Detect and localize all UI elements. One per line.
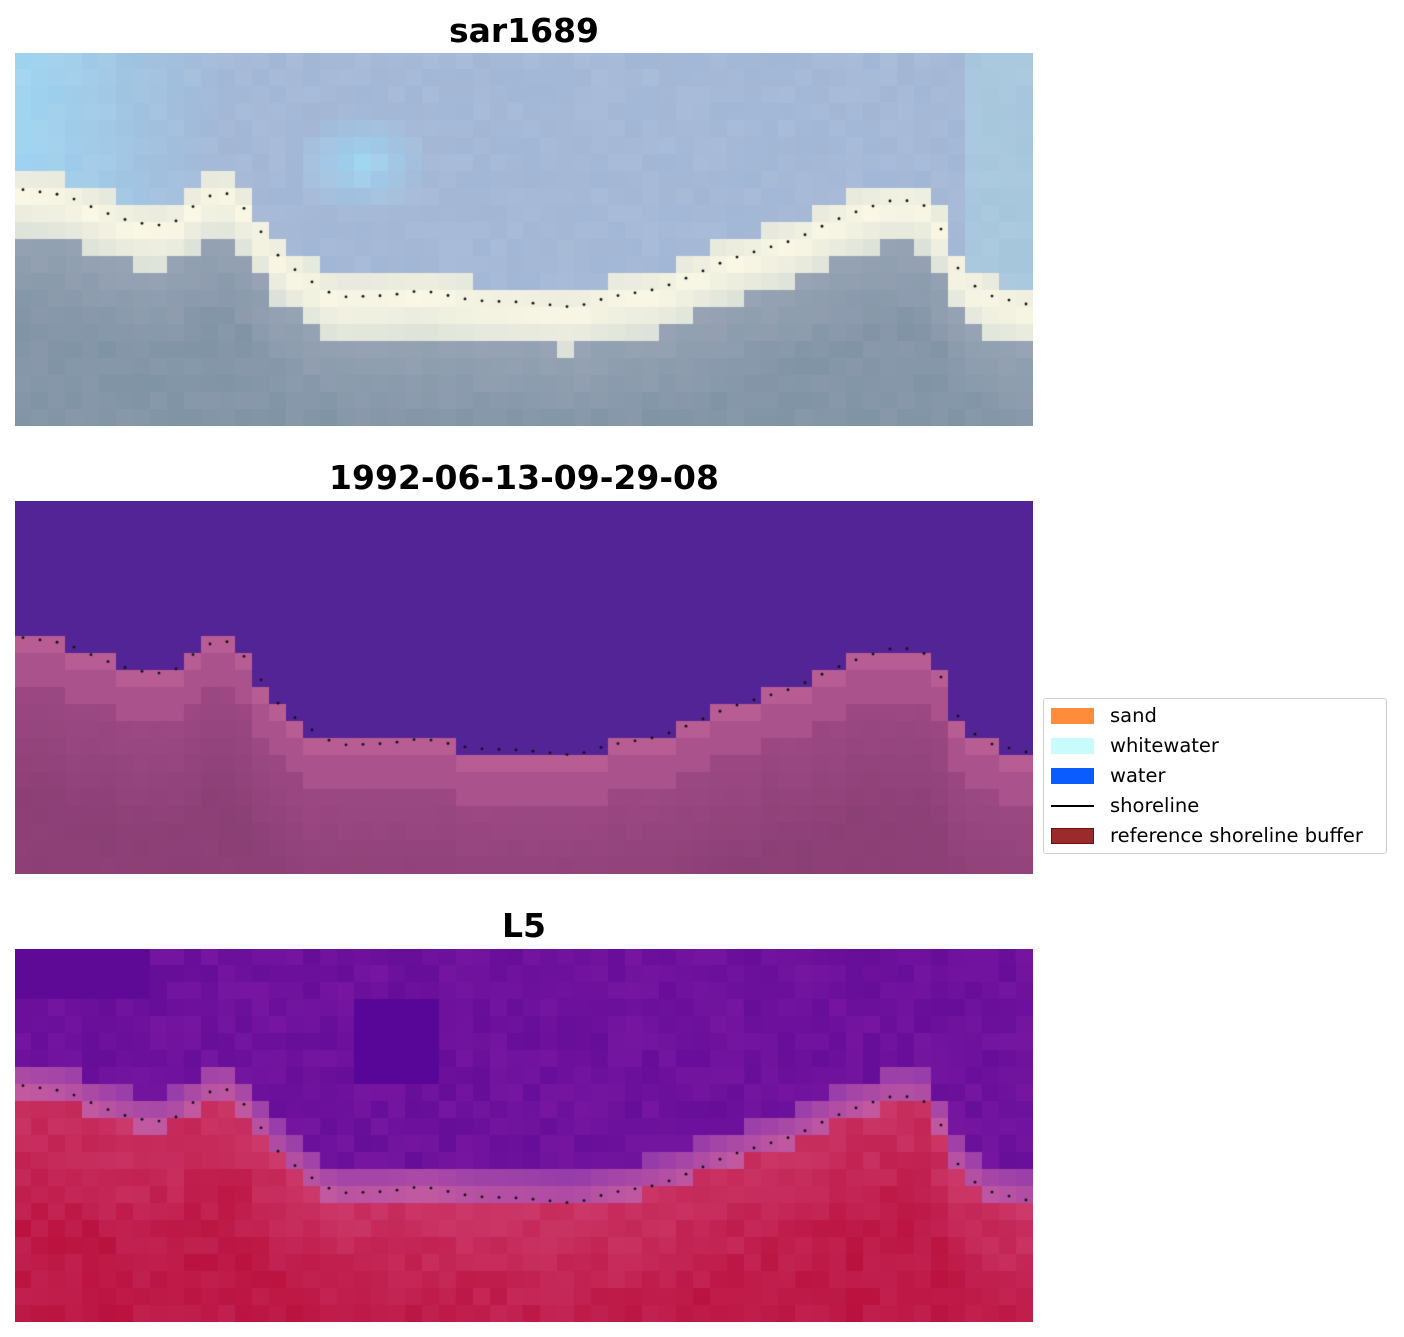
panel-title-3: L5 (502, 906, 546, 945)
panel-title-1: sar1689 (448, 11, 600, 50)
water-swatch (1051, 768, 1094, 784)
shoreline-line-swatch (1051, 805, 1094, 807)
reference-buffer-swatch (1051, 828, 1094, 844)
panel-title-2: 1992-06-13-09-29-08 (329, 458, 719, 497)
legend: sand whitewater water shoreline referenc… (1043, 698, 1387, 854)
rgb-image-panel (15, 53, 1033, 426)
classification-image-panel (15, 501, 1033, 874)
sand-swatch (1051, 708, 1094, 724)
whitewater-swatch (1051, 738, 1094, 754)
index-image-panel (15, 949, 1033, 1322)
